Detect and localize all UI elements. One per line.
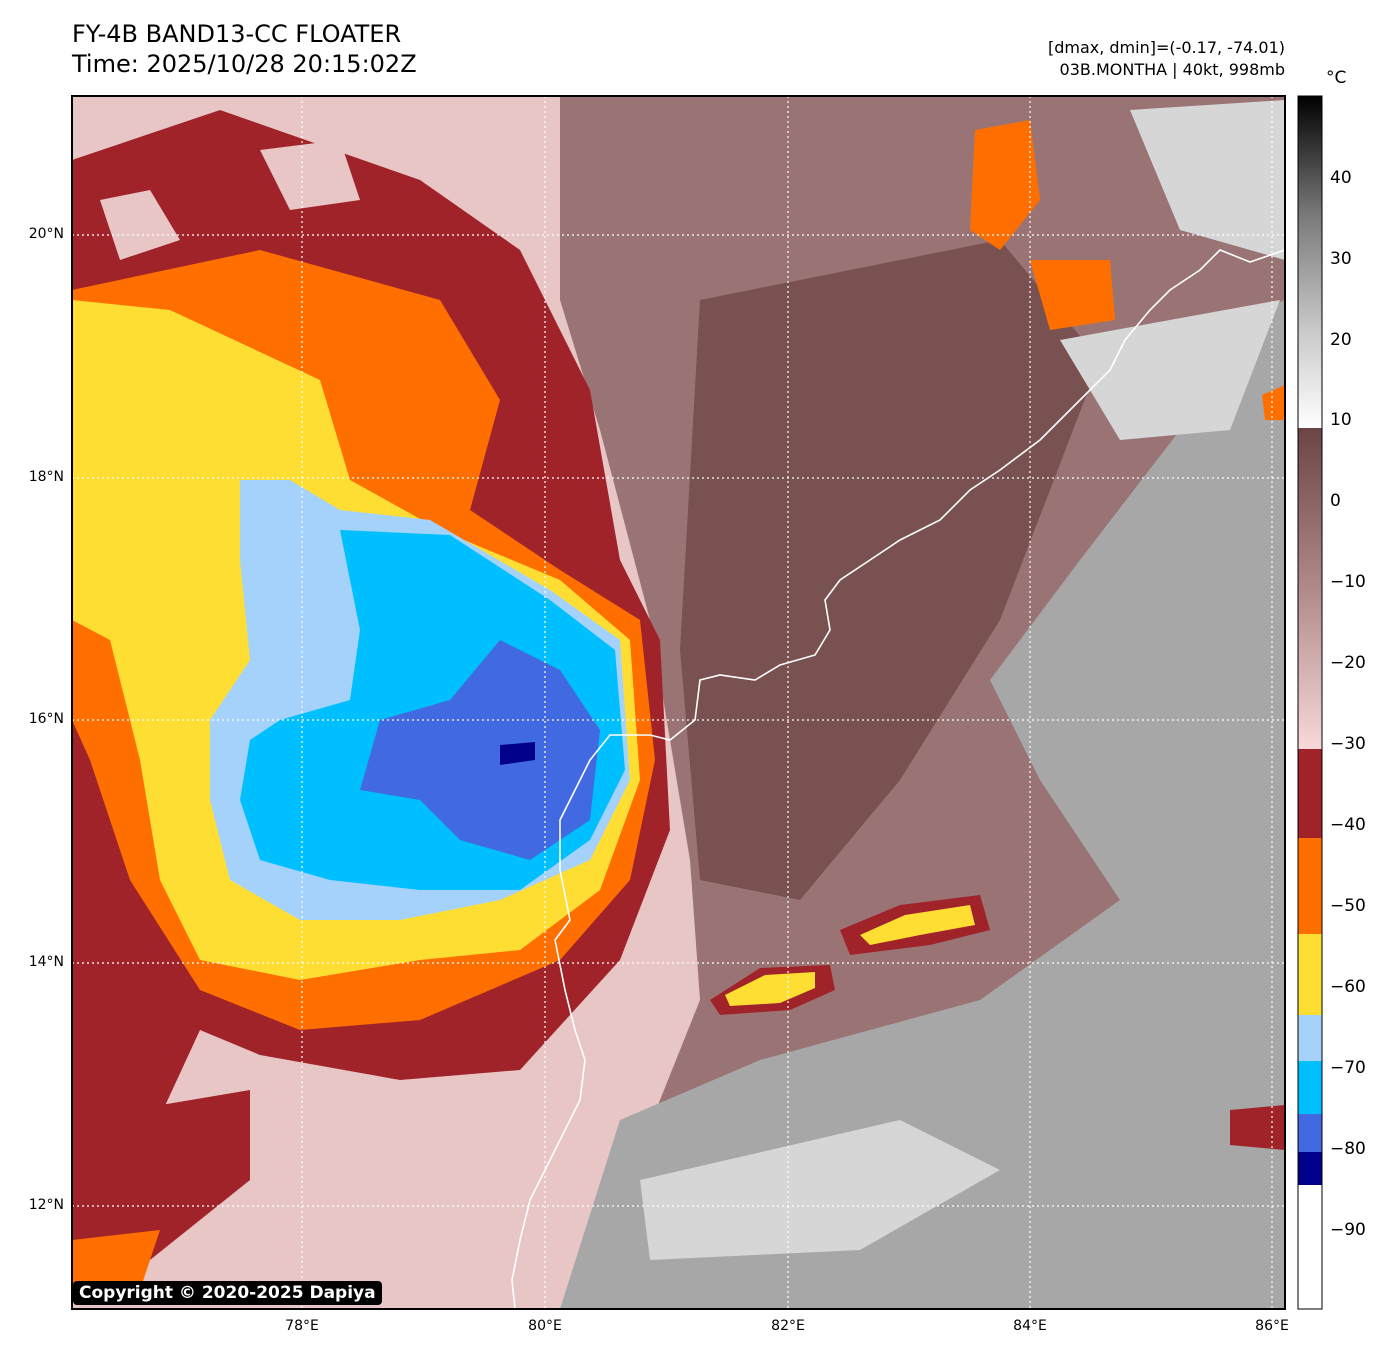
cb-tick-minus50: −50 bbox=[1330, 896, 1366, 916]
cb-band-royal-blue bbox=[1298, 1114, 1322, 1152]
gray-cloud-region bbox=[560, 300, 1285, 1309]
cb-tick-minus40: −40 bbox=[1330, 815, 1366, 835]
cb-tick-minus70: −70 bbox=[1330, 1058, 1366, 1078]
cb-band-yellow bbox=[1298, 934, 1322, 1015]
colorbar-frame bbox=[1297, 95, 1323, 1310]
cb-tick-minus10: −10 bbox=[1330, 572, 1366, 592]
lon-label-84: 84°E bbox=[1013, 1318, 1047, 1334]
navy-core bbox=[500, 742, 535, 765]
lat-label-20: 20°N bbox=[28, 226, 64, 242]
cb-band-cyan bbox=[1298, 1061, 1322, 1114]
cb-tick-0: 0 bbox=[1330, 491, 1341, 511]
cb-tick-10: 10 bbox=[1330, 410, 1352, 430]
cb-tick-minus60: −60 bbox=[1330, 977, 1366, 997]
orange-storm-ne bbox=[970, 120, 1115, 330]
cb-tick-minus80: −80 bbox=[1330, 1139, 1366, 1159]
cell-far-east bbox=[1262, 385, 1285, 420]
dark-mauve-region bbox=[680, 240, 1100, 900]
lon-label-80: 80°E bbox=[528, 1318, 562, 1334]
cb-band-dark-red bbox=[1298, 749, 1322, 838]
cell-east-2-yellow bbox=[725, 972, 815, 1006]
pink-patch-west bbox=[100, 140, 360, 260]
cb-tick-20: 20 bbox=[1330, 330, 1352, 350]
lon-label-82: 82°E bbox=[771, 1318, 805, 1334]
lat-label-14: 14°N bbox=[28, 954, 64, 970]
cb-band-orange bbox=[1298, 838, 1322, 934]
cb-tick-40: 40 bbox=[1330, 168, 1352, 188]
light-gray-cloud-region bbox=[640, 100, 1285, 1260]
cb-band-navy bbox=[1298, 1152, 1322, 1185]
lon-label-86: 86°E bbox=[1255, 1318, 1289, 1334]
cell-east-1-yellow bbox=[860, 905, 975, 945]
copyright-badge: Copyright © 2020-2025 Dapiya bbox=[73, 1281, 382, 1305]
coastline bbox=[511, 249, 1285, 1309]
royal-blue-band bbox=[360, 640, 600, 860]
satellite-imagery bbox=[72, 96, 1285, 1309]
lat-label-16: 16°N bbox=[28, 711, 64, 727]
colorbar-unit: °C bbox=[1326, 68, 1347, 88]
cb-tick-minus90: −90 bbox=[1330, 1220, 1366, 1240]
colorbar bbox=[1297, 95, 1323, 1310]
data-range-info: [dmax, dmin]=(-0.17, -74.01) bbox=[1047, 38, 1285, 57]
graticule bbox=[72, 96, 1285, 1309]
lat-label-18: 18°N bbox=[28, 469, 64, 485]
cb-tick-minus20: −20 bbox=[1330, 653, 1366, 673]
chart-title: FY-4B BAND13-CC FLOATER bbox=[72, 20, 402, 48]
cb-tick-minus30: −30 bbox=[1330, 734, 1366, 754]
cb-gradient-warm bbox=[1298, 428, 1322, 749]
timestamp-title: Time: 2025/10/28 20:15:02Z bbox=[72, 50, 417, 78]
cb-band-white bbox=[1298, 1185, 1322, 1309]
lat-label-12: 12°N bbox=[28, 1197, 64, 1213]
cb-tick-30: 30 bbox=[1330, 249, 1352, 269]
cell-se-red bbox=[1230, 1105, 1285, 1150]
lon-label-78: 78°E bbox=[285, 1318, 319, 1334]
map-frame bbox=[71, 95, 1286, 1310]
cb-gradient-hot bbox=[1298, 96, 1322, 428]
storm-info: 03B.MONTHA | 40kt, 998mb bbox=[1059, 60, 1285, 79]
cb-band-light-blue bbox=[1298, 1015, 1322, 1061]
